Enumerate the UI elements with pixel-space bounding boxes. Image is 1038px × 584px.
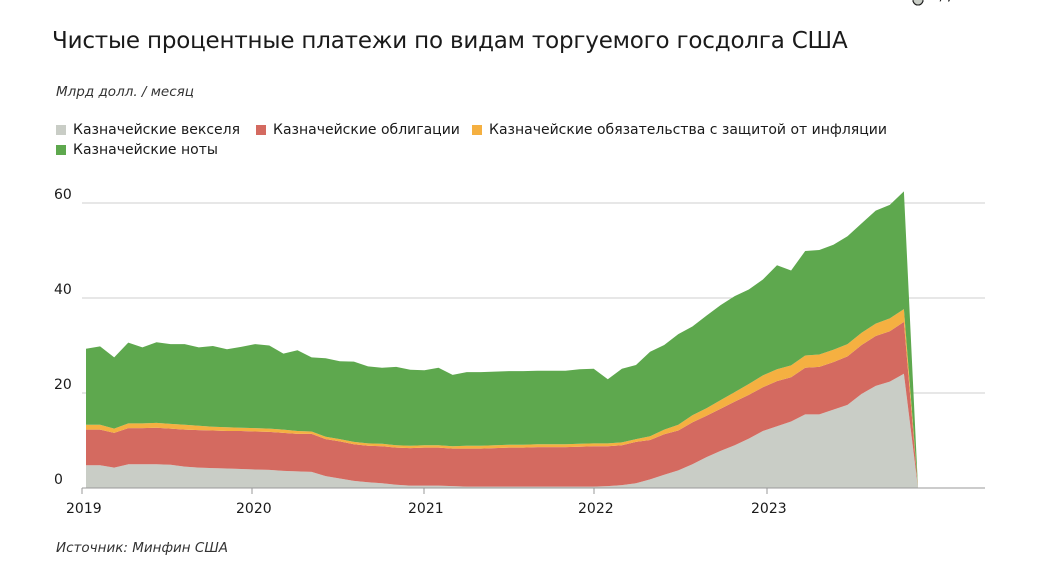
area-series-2: [86, 321, 918, 488]
chart-title: Чистые процентные платежи по видам торгу…: [52, 28, 848, 54]
annotation-label: 24,07%: [930, 0, 982, 4]
legend-swatch-bonds: [256, 125, 266, 135]
legend-label-bonds: Казначейские облигации: [273, 122, 460, 138]
x-tick-label: 2020: [236, 501, 272, 517]
y-tick-label: 0: [54, 472, 63, 488]
area-series-4: [86, 191, 918, 488]
y-tick-label: 60: [54, 187, 72, 203]
legend-swatch-tips: [472, 125, 482, 135]
legend-swatch-bills: [56, 125, 66, 135]
legend-item-notes: Казначейские ноты: [56, 142, 218, 158]
legend-item-tips: Казначейские обязательства с защитой от …: [472, 122, 887, 138]
source-note: Источник: Минфин США: [56, 540, 228, 556]
legend-label-notes: Казначейские ноты: [73, 142, 218, 158]
legend-label-tips: Казначейские обязательства с защитой от …: [489, 122, 887, 138]
annotation-label: 24,77%: [930, 0, 982, 4]
y-tick-label: 20: [54, 377, 72, 393]
legend-label-bills: Казначейские векселя: [73, 122, 240, 138]
y-tick-label: 40: [54, 282, 72, 298]
annotation-marker: [912, 0, 924, 6]
legend-swatch-notes: [56, 145, 66, 155]
x-tick-label: 2021: [408, 501, 444, 517]
y-axis-unit-label: Млрд долл. / месяц: [56, 84, 194, 100]
annotation-label: 10,89%: [930, 0, 982, 4]
x-tick-label: 2019: [66, 501, 102, 517]
area-series-1: [86, 373, 918, 488]
legend-item-bonds: Казначейские облигации: [256, 122, 460, 138]
x-tick-label: 2023: [751, 501, 787, 517]
legend-item-bills: Казначейские векселя: [56, 122, 240, 138]
x-tick-label: 2022: [578, 501, 614, 517]
annotation-label: 2,71%: [930, 0, 973, 4]
